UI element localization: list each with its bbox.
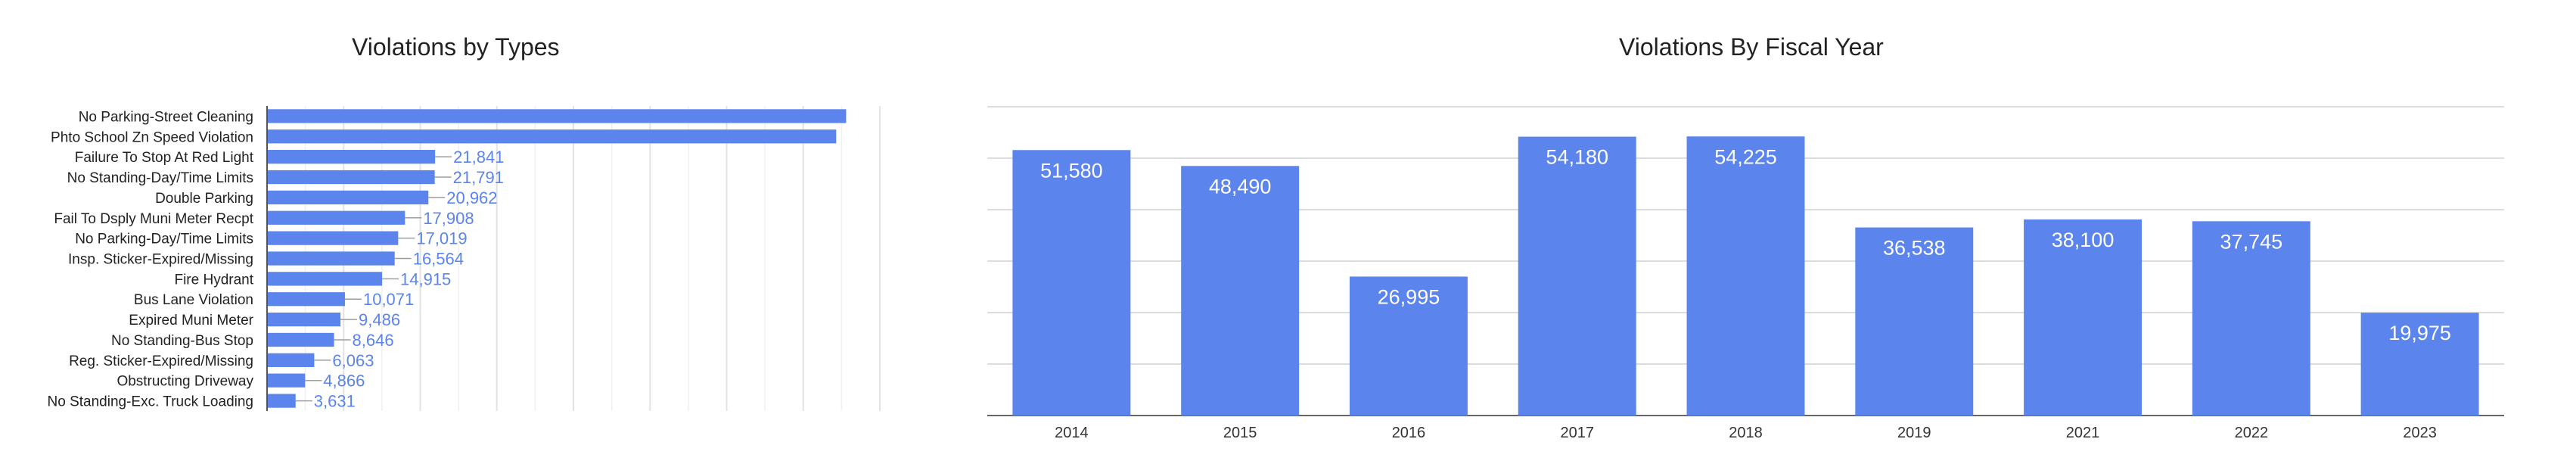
data-label: 14,915 [400,269,451,288]
bar-insp-sticker-expired-missing [268,251,395,266]
x-tick-label: 2018 [1729,425,1763,441]
bar-fail-to-dsply-muni-meter-recpt [268,210,406,225]
category-label: Insp. Sticker-Expired/Missing [68,252,253,268]
bar-2017 [1518,136,1636,416]
bar-2023 [2360,313,2479,416]
bar-2018 [1686,136,1805,416]
bar-expired-muni-meter [268,312,341,327]
data-label: 9,486 [359,310,400,329]
category-label: No Standing-Exc. Truck Loading [48,394,254,410]
bar-reg-sticker-expired-missing [268,353,315,367]
bar-2022 [2192,221,2310,416]
data-label: 3,631 [314,392,356,411]
category-label: Phto School Zn Speed Violation [51,129,253,145]
data-label: 51,580 [1040,159,1103,182]
category-label: No Parking-Day/Time Limits [75,232,253,248]
category-label: Obstructing Driveway [117,374,253,390]
bar-phto-school-zn-speed-violation [268,129,837,144]
bar-no-standing-day-time-limits [268,170,435,185]
data-label: 19,975 [2388,322,2451,344]
data-label: 26,995 [1378,285,1440,308]
category-label: Reg. Sticker-Expired/Missing [69,353,253,369]
x-tick-label: 2023 [2403,425,2437,441]
x-tick-label: 2017 [1560,425,1594,441]
x-tick-label: 2021 [2066,425,2100,441]
data-label: 54,180 [1546,146,1608,169]
bar-no-parking-street-cleaning [268,109,847,123]
category-label: No Parking-Street Cleaning [79,109,253,125]
data-label: 6,063 [332,351,374,370]
category-label: Failure To Stop At Red Light [75,150,254,166]
bar-no-standing-bus-stop [268,332,334,347]
data-label: 17,908 [423,209,474,228]
x-tick-label: 2015 [1223,425,1257,441]
bar-obstructing-driveway [268,373,306,388]
data-label: 20,962 [446,188,497,207]
bar-no-parking-day-time-limits [268,231,399,245]
data-label: 36,538 [1883,237,1946,260]
bar-2016 [1349,276,1468,416]
x-tick-label: 2016 [1392,425,1426,441]
bar-double-parking [268,190,429,205]
bar-no-standing-exc-truck-loading [268,394,296,408]
bar-2015 [1181,166,1300,416]
bar-bus-lane-violation [268,292,345,307]
category-label: Bus Lane Violation [134,292,253,308]
category-label: No Standing-Day/Time Limits [67,170,253,186]
right-chart-title: Violations By Fiscal Year [1619,33,1884,61]
data-label: 10,071 [363,290,414,309]
category-label: Expired Muni Meter [129,313,253,328]
data-label: 48,490 [1209,175,1272,198]
category-label: No Standing-Bus Stop [111,333,253,349]
data-label: 8,646 [353,331,394,350]
bar-2014 [1012,150,1131,416]
data-label: 21,841 [453,148,504,167]
bar-2021 [2024,219,2143,416]
x-tick-label: 2019 [1897,425,1931,441]
category-label: Double Parking [155,191,253,207]
data-label: 38,100 [2052,229,2115,251]
data-label: 4,866 [323,372,365,391]
data-label: 37,745 [2220,230,2283,253]
x-tick-label: 2022 [2235,425,2269,441]
category-label: Fire Hydrant [174,272,253,288]
data-label: 16,564 [413,250,464,269]
left-chart-title: Violations by Types [352,33,560,61]
bar-failure-to-stop-at-red-light [268,150,436,164]
data-label: 17,019 [416,229,467,248]
data-label: 21,791 [453,168,504,187]
x-tick-label: 2014 [1055,425,1089,441]
data-label: 54,225 [1714,145,1777,168]
category-label: Fail To Dsply Muni Meter Recpt [54,211,253,227]
bar-fire-hydrant [268,272,383,286]
bar-2019 [1855,227,1974,416]
